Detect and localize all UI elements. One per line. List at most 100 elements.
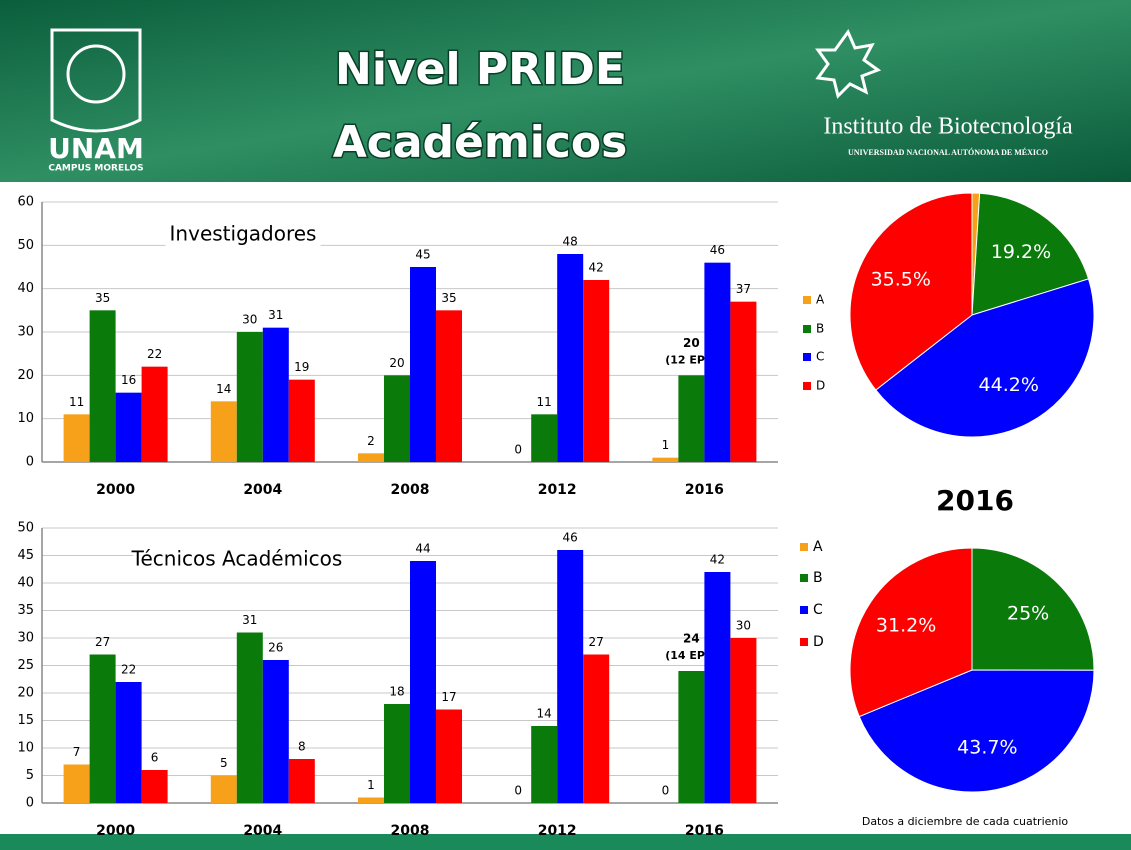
value-label: 31 bbox=[268, 308, 283, 322]
value-label: 45 bbox=[415, 248, 430, 262]
legend-label: A bbox=[813, 539, 823, 555]
value-label: 16 bbox=[121, 373, 136, 387]
bar bbox=[704, 572, 730, 803]
bar bbox=[237, 633, 263, 804]
value-label: 17 bbox=[441, 690, 456, 704]
x-tick-label: 2012 bbox=[538, 823, 577, 839]
legend-swatch bbox=[800, 638, 808, 646]
footnote: Datos a diciembre de cada cuatrienio bbox=[862, 815, 1069, 828]
y-tick-label: 60 bbox=[17, 195, 34, 210]
value-label: 0 bbox=[662, 784, 670, 798]
y-tick-label: 20 bbox=[17, 686, 34, 701]
bar bbox=[90, 655, 116, 804]
legend-label: A bbox=[816, 293, 825, 307]
value-label: 0 bbox=[514, 443, 522, 457]
value-label: 11 bbox=[537, 395, 552, 409]
bar bbox=[436, 310, 462, 462]
value-label: 6 bbox=[151, 751, 159, 765]
bar bbox=[142, 770, 168, 803]
value-label: 20 bbox=[389, 356, 404, 370]
bar bbox=[116, 682, 142, 803]
x-tick-label: 2012 bbox=[538, 482, 577, 498]
bar bbox=[289, 380, 315, 462]
value-label: 48 bbox=[563, 235, 578, 249]
bar bbox=[358, 798, 384, 804]
bar bbox=[730, 302, 756, 462]
university-name: UNIVERSIDAD NACIONAL AUTÓNOMA DE MÉXICO bbox=[848, 147, 1048, 157]
y-tick-label: 50 bbox=[17, 521, 34, 536]
value-label: 0 bbox=[514, 784, 522, 798]
legend-swatch bbox=[803, 296, 811, 304]
x-tick-label: 2016 bbox=[685, 823, 724, 839]
title-line: Académicos bbox=[333, 117, 628, 168]
slice-label: 43.7% bbox=[957, 736, 1017, 758]
bar bbox=[90, 310, 116, 462]
value-label: 42 bbox=[589, 261, 604, 275]
value-label: 22 bbox=[147, 347, 162, 361]
value-label: 14 bbox=[537, 707, 552, 721]
value-label: 30 bbox=[242, 313, 257, 327]
slice-label: 31.2% bbox=[876, 614, 936, 636]
y-tick-label: 0 bbox=[26, 796, 34, 811]
value-label: 46 bbox=[563, 531, 578, 545]
legend-swatch bbox=[800, 574, 808, 582]
x-tick-label: 2000 bbox=[96, 823, 135, 839]
value-label: 2 bbox=[367, 434, 375, 448]
title-line: Nivel PRIDE bbox=[335, 44, 625, 95]
y-tick-label: 0 bbox=[26, 455, 34, 470]
x-tick-label: 2008 bbox=[391, 482, 430, 498]
legend-swatch bbox=[803, 353, 811, 361]
y-tick-label: 45 bbox=[17, 548, 34, 563]
value-label: 46 bbox=[710, 243, 725, 257]
value-label: 30 bbox=[736, 619, 751, 633]
value-label: 20 bbox=[683, 336, 700, 350]
legend-label: C bbox=[816, 350, 824, 364]
y-tick-label: 30 bbox=[17, 631, 34, 646]
x-tick-label: 2004 bbox=[243, 823, 282, 839]
bar bbox=[358, 453, 384, 462]
bar bbox=[410, 561, 436, 803]
bar bbox=[64, 414, 90, 462]
y-tick-label: 50 bbox=[17, 238, 34, 253]
value-label: 11 bbox=[69, 395, 84, 409]
bar bbox=[142, 367, 168, 462]
bar bbox=[384, 375, 410, 462]
bar bbox=[289, 759, 315, 803]
bar bbox=[531, 414, 557, 462]
value-label: 27 bbox=[95, 635, 110, 649]
bar bbox=[531, 726, 557, 803]
legend-label: B bbox=[816, 322, 824, 336]
bar bbox=[557, 550, 583, 803]
value-label: 26 bbox=[268, 641, 283, 655]
bar bbox=[64, 765, 90, 804]
bar bbox=[211, 776, 237, 804]
bar bbox=[678, 671, 704, 803]
y-tick-label: 15 bbox=[17, 713, 34, 728]
value-label: 1 bbox=[367, 778, 375, 792]
bar bbox=[678, 375, 704, 462]
institute-name: Instituto de Biotecnología bbox=[823, 114, 1073, 140]
value-label: 1 bbox=[662, 438, 670, 452]
x-tick-label: 2000 bbox=[96, 482, 135, 498]
y-tick-label: 35 bbox=[17, 603, 34, 618]
y-tick-label: 25 bbox=[17, 658, 34, 673]
bar bbox=[583, 280, 609, 462]
bar bbox=[211, 401, 237, 462]
legend-swatch bbox=[803, 325, 811, 333]
bar bbox=[436, 710, 462, 804]
x-tick-label: 2004 bbox=[243, 482, 282, 498]
value-label: 31 bbox=[242, 613, 257, 627]
pie-heading: 2016 bbox=[936, 484, 1014, 517]
bar bbox=[237, 332, 263, 462]
logo-subtext: CAMPUS MORELOS bbox=[48, 164, 143, 174]
legend-label: B bbox=[813, 570, 823, 586]
legend-label: D bbox=[813, 634, 824, 650]
value-label: 18 bbox=[389, 685, 404, 699]
chart-title: Investigadores bbox=[170, 222, 317, 246]
bar bbox=[410, 267, 436, 462]
x-tick-label: 2008 bbox=[391, 823, 430, 839]
legend-swatch bbox=[803, 382, 811, 390]
value-label: 35 bbox=[441, 291, 456, 305]
value-label: 37 bbox=[736, 282, 751, 296]
chart-title: Técnicos Académicos bbox=[131, 547, 343, 571]
